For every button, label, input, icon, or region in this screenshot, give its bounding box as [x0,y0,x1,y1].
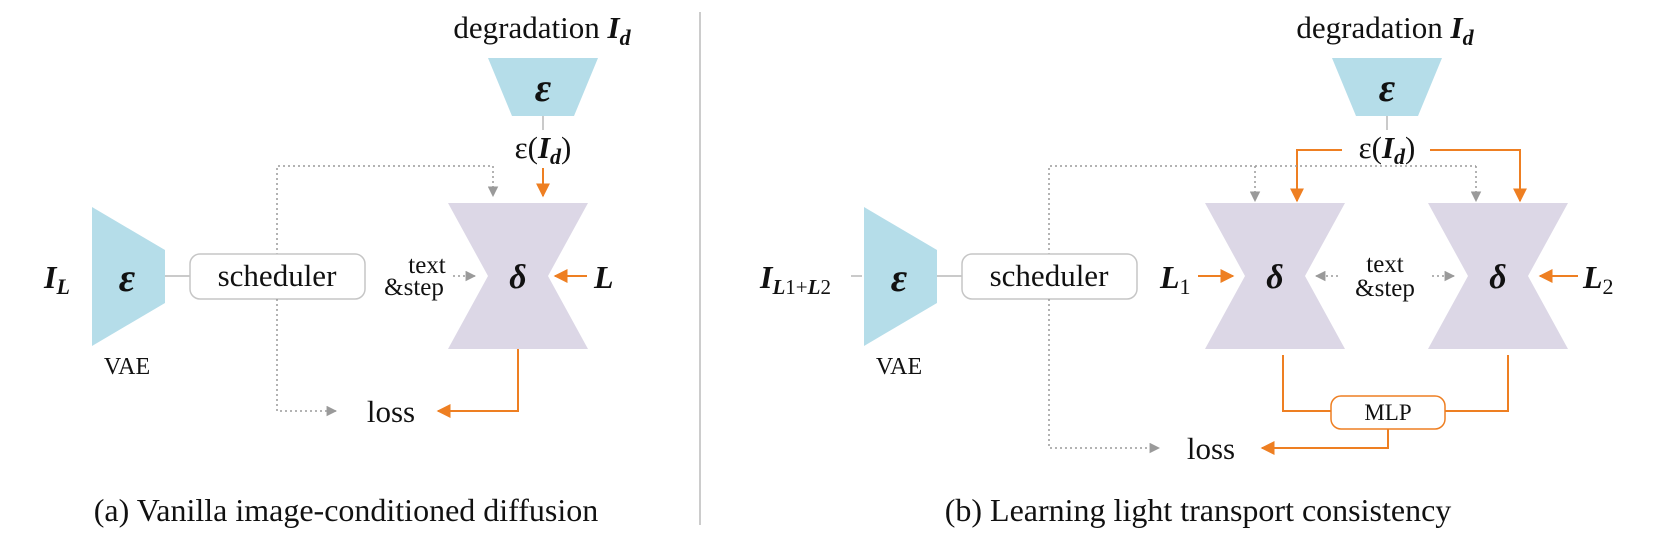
degradation-label-b: degradation Id [1296,10,1474,50]
text-step-line2-b: &step [1355,275,1415,302]
vae-label: VAE [104,354,150,380]
vae-encoder-b [864,207,937,346]
denoiser-symbol: δ [509,259,526,296]
text-step-line1-b: text [1366,251,1404,278]
light-label: L [593,259,614,295]
scheduler-label: scheduler [218,258,337,293]
denoiser1-to-mlp [1282,355,1331,412]
light1-label: L1 [1159,259,1191,299]
text-step-line2: &step [384,274,444,301]
loss-label-b: loss [1187,431,1235,466]
input-image-label: IL [43,259,70,299]
encoded-degradation-label-b: ε(Id) [1359,130,1416,169]
degradation-encoder-symbol-b: ε [1379,65,1396,110]
scheduler-label-b: scheduler [990,258,1109,293]
light2-label: L2 [1582,259,1614,299]
denoiser-to-loss-arrow [436,349,519,418]
caption-a: (a) Vanilla image-conditioned diffusion [94,492,598,528]
denoiser-2 [1428,203,1568,349]
vae-label-b: VAE [876,354,922,380]
condition-arrow-right [1430,149,1527,203]
degradation-encoder-symbol: ε [535,65,552,110]
denoiser-1-symbol: δ [1266,259,1283,296]
denoiser-1 [1205,203,1345,349]
text-step-line1: text [408,252,446,279]
panel-a: degradation Id ε ε(Id) IL ε VAE schedule… [43,10,632,528]
input-image-label-b: IL1+L2 [759,259,831,299]
condition-arrow-left [1290,149,1342,203]
vae-encoder [92,207,165,346]
mlp-label: MLP [1364,400,1411,425]
scheduler-to-loss-dotted [276,299,338,417]
degradation-encoder-b [1332,58,1442,116]
caption-b: (b) Learning light transport consistency [945,492,1452,528]
scheduler-to-loss-dotted-b [1048,299,1161,454]
denoiser2-to-mlp [1445,355,1509,412]
degradation-label: degradation Id [453,10,631,50]
vae-encoder-symbol: ε [119,255,136,300]
timestep-dotted-arrow [276,165,499,255]
denoiser-2-symbol: δ [1489,259,1506,296]
vae-encoder-symbol-b: ε [891,255,908,300]
panel-b: degradation Id ε ε(Id) IL1+L2 ε VAE sche… [759,10,1614,528]
encoded-degradation-label: ε(Id) [515,130,572,169]
denoiser [448,203,588,349]
degradation-encoder [488,58,598,116]
mlp-to-loss-arrow [1260,429,1389,455]
loss-label: loss [367,394,415,429]
